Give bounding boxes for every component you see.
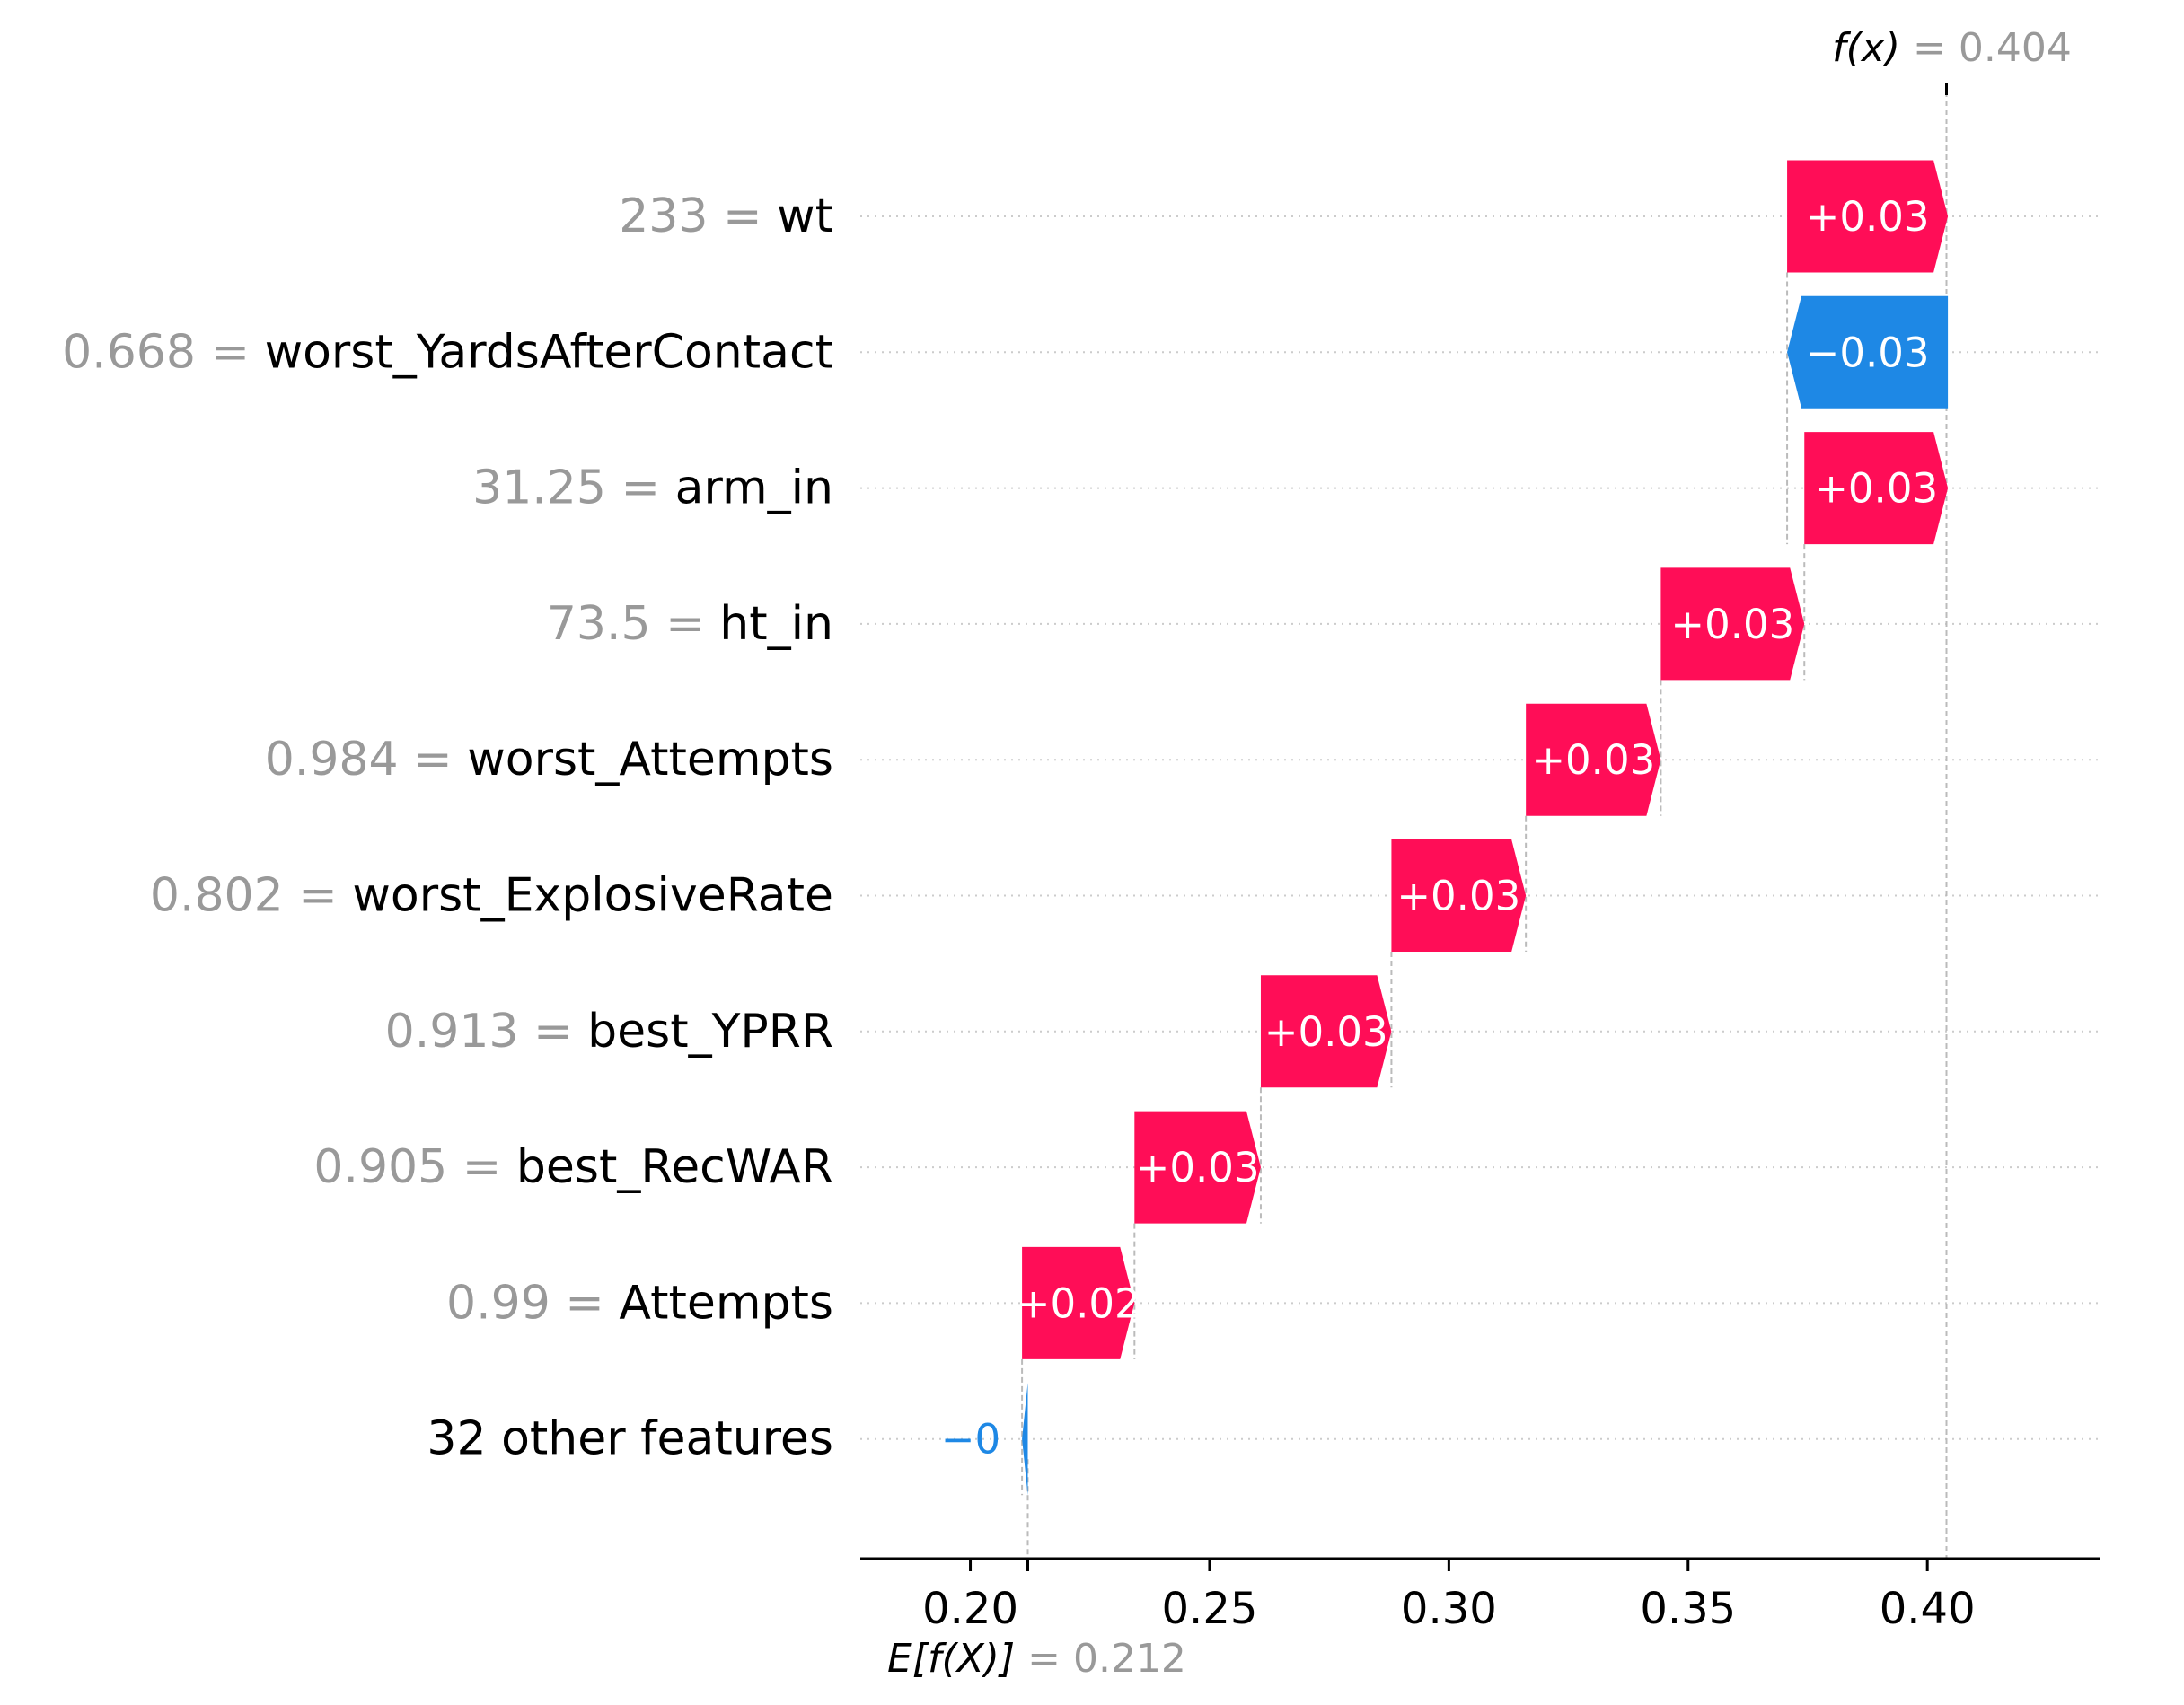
feature-label: 0.913 = best_YPRR — [385, 1005, 833, 1059]
contribution-bar — [1022, 1383, 1028, 1496]
feature-value: 0.99 = — [446, 1276, 619, 1330]
x-axis: 0.20 0.25 0.30 0.35 0.40 — [860, 1557, 2100, 1634]
bar-value-label: +0.03 — [1264, 1008, 1388, 1056]
feature-label: 0.99 = Attempts — [446, 1276, 833, 1330]
bar-value-label: +0.03 — [1531, 736, 1655, 784]
base-value-symbol: E[f(X)] — [887, 1636, 1027, 1682]
feature-label: 32 other features — [427, 1412, 833, 1466]
contribution-bar — [1804, 432, 1949, 545]
contribution-bar — [1134, 1111, 1261, 1224]
feature-value: 0.913 = — [385, 1005, 588, 1059]
feature-label: 0.668 = worst_YardsAfterContact — [62, 325, 833, 379]
x-tick-label: 0.30 — [1401, 1584, 1497, 1634]
contribution-bar — [1660, 567, 1805, 681]
feature-name: Attempts — [619, 1276, 833, 1330]
feature-value: 31.25 = — [472, 461, 675, 515]
x-tick-label: 0.20 — [922, 1584, 1018, 1634]
feature-name: best_YPRR — [587, 1005, 833, 1059]
feature-value: 0.905 = — [313, 1140, 516, 1194]
contribution-bar — [1391, 839, 1527, 952]
contribution-bar — [1260, 975, 1392, 1088]
feature-value: 233 = — [619, 189, 777, 243]
feature-value: 73.5 = — [547, 597, 719, 651]
bar-value-label: +0.03 — [1806, 193, 1930, 241]
feature-label: 31.25 = arm_in — [472, 461, 833, 515]
bar-value-label: +0.02 — [1017, 1279, 1140, 1327]
feature-label: 0.905 = best_RecWAR — [313, 1140, 833, 1194]
output-value-number: = 0.404 — [1913, 25, 2072, 71]
contribution-bar — [1787, 295, 1949, 409]
bar-value-label: +0.03 — [1670, 601, 1794, 648]
feature-labels: 233 = wt 0.668 = worst_YardsAfterContact 3… — [62, 189, 833, 1466]
feature-value: 0.984 = — [265, 733, 468, 787]
contribution-bar — [1022, 1246, 1135, 1359]
feature-value: 0.802 = — [150, 869, 353, 923]
contribution-bars: +0.03 −0.03 +0.03 +0.03 +0.03 +0.03 +0.03 +0.03… — [941, 160, 1949, 1496]
base-value-number: = 0.212 — [1027, 1636, 1186, 1682]
output-value-annotation: f(x) = 0.404 — [1832, 25, 2072, 71]
bar-value-label: +0.03 — [1814, 465, 1938, 513]
feature-label: 0.984 = worst_Attempts — [265, 733, 833, 787]
feature-name: worst_Attempts — [467, 733, 833, 787]
bar-value-label: −0 — [941, 1416, 1000, 1463]
feature-name: ht_in — [719, 597, 833, 651]
x-tick-label: 0.25 — [1162, 1584, 1258, 1634]
base-value-annotation: E[f(X)] = 0.212 — [887, 1636, 1186, 1682]
contribution-bar — [1787, 160, 1949, 273]
contribution-bar — [1526, 703, 1661, 816]
feature-name: 32 other features — [427, 1412, 833, 1466]
feature-name: worst_YardsAfterContact — [265, 325, 833, 379]
feature-name: best_RecWAR — [516, 1140, 833, 1194]
x-tick-label: 0.35 — [1640, 1584, 1736, 1634]
x-tick-label: 0.40 — [1880, 1584, 1976, 1634]
bar-value-label: +0.03 — [1136, 1144, 1260, 1191]
feature-name: worst_ExplosiveRate — [352, 869, 833, 923]
feature-label: 233 = wt — [619, 189, 833, 243]
bar-value-label: +0.03 — [1396, 873, 1520, 920]
output-value-symbol: f(x) — [1832, 25, 1913, 71]
feature-label: 73.5 = ht_in — [547, 597, 833, 651]
bar-value-label: −0.03 — [1806, 329, 1930, 376]
feature-name: arm_in — [675, 461, 833, 515]
feature-name: wt — [777, 189, 833, 243]
expected-value-annotations: f(x) = 0.404 E[f(X)] = 0.212 — [887, 25, 2072, 1682]
feature-value: 0.668 = — [62, 325, 265, 379]
feature-label: 0.802 = worst_ExplosiveRate — [150, 869, 833, 923]
